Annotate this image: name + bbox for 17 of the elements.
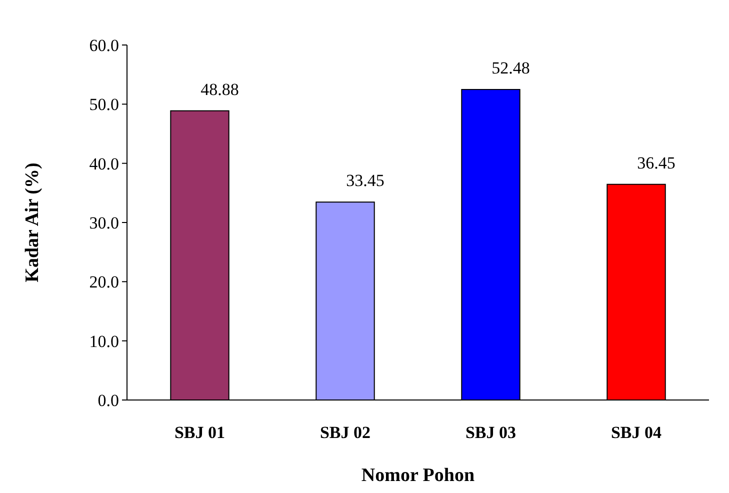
y-tick-label: 0.0 — [98, 390, 119, 410]
y-tick-label: 60.0 — [89, 36, 119, 55]
x-tick-label: SBJ 01 — [174, 423, 226, 442]
data-label: 36.45 — [637, 153, 676, 172]
y-tick-label: 30.0 — [89, 213, 119, 232]
data-label: 52.48 — [492, 58, 530, 78]
x-tick-label: SBJ 02 — [320, 423, 371, 442]
x-axis-title: Nomor Pohon — [361, 465, 475, 486]
x-tick-label: SBJ 04 — [610, 423, 662, 442]
y-tick-label: 40.0 — [89, 154, 119, 174]
data-label: 48.88 — [200, 80, 239, 99]
x-tick-label: SBJ 03 — [465, 423, 516, 442]
y-axis-title: Kadar Air (%) — [22, 162, 43, 282]
y-tick-label: 10.0 — [89, 332, 119, 351]
y-tick-label: 50.0 — [89, 95, 119, 114]
data-label: 33.45 — [346, 171, 384, 190]
y-tick-label: 20.0 — [89, 272, 119, 292]
